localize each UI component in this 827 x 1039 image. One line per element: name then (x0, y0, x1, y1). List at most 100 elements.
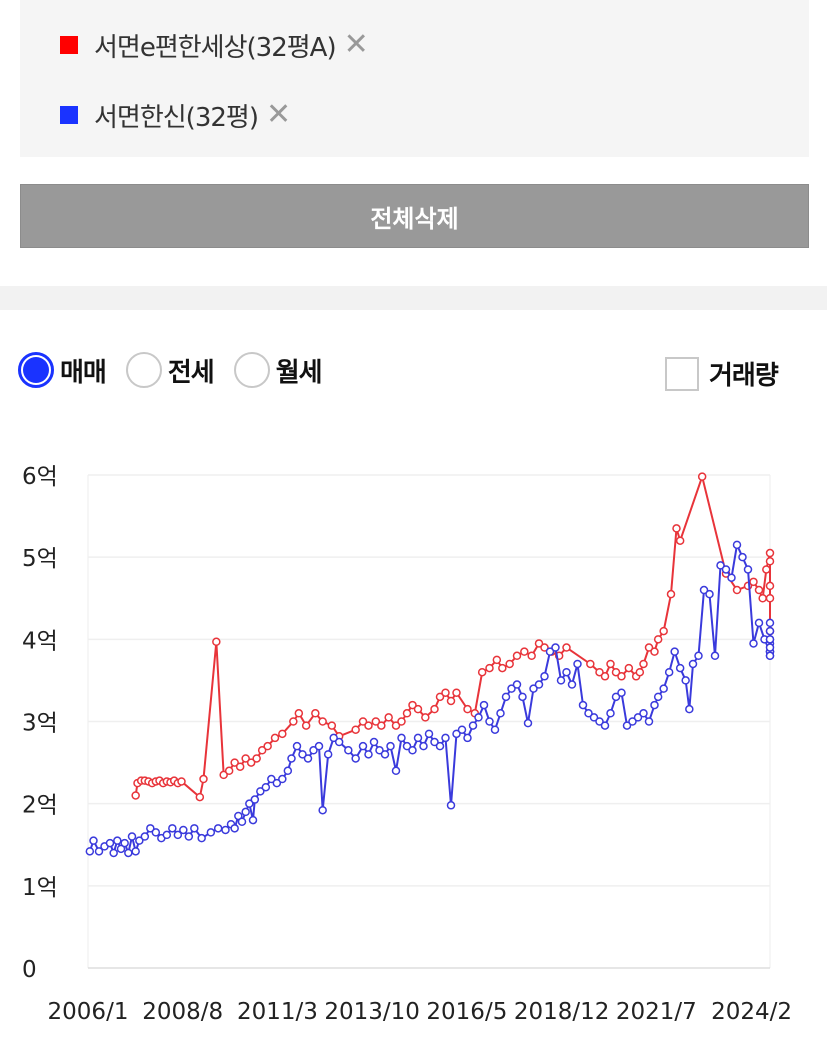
data-point (173, 830, 183, 840)
data-point (664, 667, 674, 677)
y-tick-label: 4억 (22, 628, 58, 654)
data-point (675, 536, 685, 545)
data-point (334, 732, 344, 741)
data-point (765, 647, 775, 656)
data-point (413, 704, 423, 714)
data-point (562, 667, 571, 677)
data-point (721, 565, 731, 574)
data-point (765, 639, 775, 648)
data-point (699, 585, 709, 595)
data-point (578, 700, 588, 710)
x-tick-label: 2016/5 (426, 999, 507, 1025)
data-point (237, 817, 247, 826)
compare-list: 서면e편한세상(32평A) ✕ 서면한신(32평) ✕ (20, 0, 809, 157)
data-point (628, 717, 637, 726)
radio-checked-icon[interactable] (18, 352, 54, 388)
data-point (743, 565, 753, 574)
radio-jeonse[interactable]: 전세 (125, 352, 215, 389)
data-point (633, 713, 643, 722)
data-point (765, 626, 775, 636)
data-point (505, 659, 514, 669)
blue-series-swatch-icon (60, 106, 78, 124)
close-icon[interactable]: ✕ (265, 97, 291, 132)
data-point (94, 847, 104, 856)
data-point (485, 663, 494, 673)
radio-sale[interactable]: 매매 (18, 352, 107, 389)
data-point (556, 676, 566, 685)
y-tick-label: 5억 (22, 546, 58, 572)
data-point (364, 750, 373, 759)
data-point (743, 581, 753, 591)
data-point (749, 577, 758, 587)
radio-monthly-rent[interactable]: 월세 (233, 352, 323, 389)
data-point (624, 663, 634, 673)
volume-label: 거래량 (709, 361, 779, 391)
data-point (496, 709, 505, 718)
data-point (765, 651, 775, 661)
data-point (135, 836, 144, 845)
data-point (402, 741, 412, 751)
data-point (435, 692, 445, 702)
radio-unchecked-icon[interactable] (125, 352, 162, 388)
y-tick-label: 3억 (22, 711, 58, 737)
data-point (490, 725, 500, 734)
x-tick-label: 2011/3 (237, 999, 318, 1025)
data-point (470, 709, 480, 718)
data-point (765, 581, 775, 591)
data-point (527, 651, 536, 661)
data-point (199, 774, 208, 784)
data-point (169, 776, 179, 785)
data-point (430, 737, 439, 747)
data-point (534, 639, 544, 648)
data-point (765, 557, 775, 566)
data-point (518, 692, 527, 702)
data-point (113, 836, 122, 845)
data-point (318, 805, 327, 815)
radio-monthly-rent-label: 월세 (275, 357, 323, 388)
radio-unchecked-icon[interactable] (233, 352, 270, 388)
data-point (710, 651, 720, 661)
data-point (155, 776, 164, 785)
data-point (600, 721, 610, 730)
data-point (468, 721, 478, 730)
data-point (611, 692, 621, 702)
data-point (595, 667, 604, 677)
data-point (344, 746, 353, 755)
data-point (523, 718, 533, 728)
data-point (675, 663, 685, 673)
data-point (721, 569, 731, 578)
data-point (89, 836, 98, 845)
data-point (241, 754, 250, 763)
data-point (351, 754, 360, 763)
data-point (278, 729, 287, 739)
x-tick-label: 2024/2 (711, 999, 792, 1025)
data-point (397, 717, 406, 726)
data-point (635, 667, 645, 677)
data-point (650, 647, 659, 656)
data-point (289, 717, 298, 726)
data-point (391, 766, 401, 776)
deal-type-radio-group: 매매 전세 월세 (18, 350, 342, 390)
data-point (278, 774, 287, 784)
volume-checkbox[interactable] (665, 356, 699, 391)
data-point (424, 729, 434, 739)
delete-all-button[interactable]: 전체삭제 (20, 184, 809, 248)
data-point (162, 777, 172, 786)
data-point (547, 647, 557, 656)
y-tick-label: 0 (22, 957, 37, 983)
volume-toggle[interactable]: 거래량 (665, 355, 779, 392)
close-icon[interactable]: ✕ (343, 27, 369, 62)
x-tick-label: 2006/1 (48, 999, 129, 1025)
data-point (520, 647, 529, 656)
data-point (162, 830, 172, 840)
data-point (391, 721, 401, 730)
data-point (206, 828, 216, 837)
data-point (287, 754, 296, 763)
series-1 (85, 540, 775, 858)
x-tick-label: 2018/12 (514, 999, 610, 1025)
data-point (158, 778, 168, 788)
data-point (446, 696, 456, 706)
data-point (386, 741, 395, 751)
data-point (267, 774, 276, 784)
data-point (474, 713, 483, 722)
